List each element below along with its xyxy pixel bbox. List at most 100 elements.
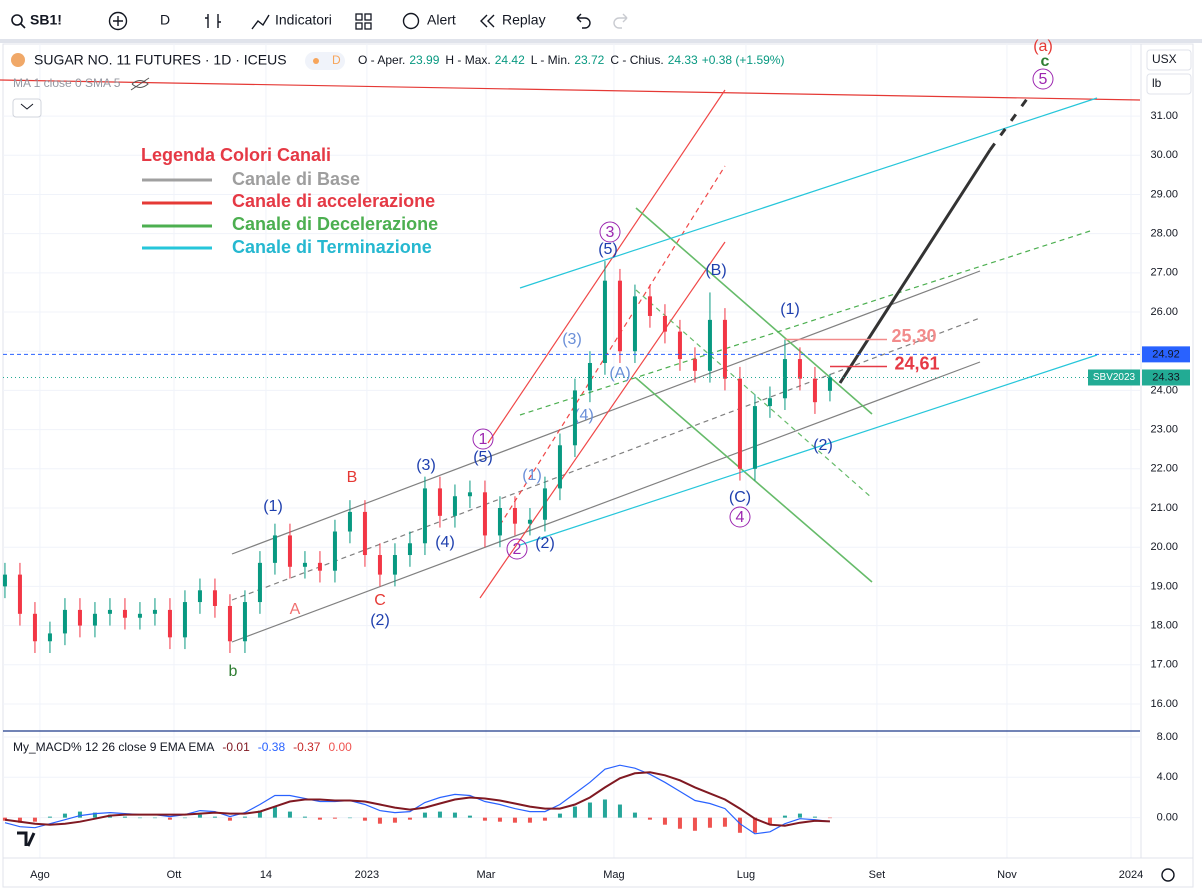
candle-body — [17, 574, 22, 614]
unit[interactable]: lb — [1152, 76, 1162, 90]
histogram-bar — [797, 813, 802, 818]
histogram-bar — [527, 817, 532, 823]
histogram-bar — [542, 817, 547, 821]
plot: 25,30 24,61 — [2, 261, 1140, 835]
wave-label: b — [229, 663, 238, 680]
acceleration-channel — [479, 241, 726, 599]
x-tick-label: Mar — [477, 869, 496, 881]
legend-item: Canale di accelerazione — [232, 191, 435, 211]
candle-body — [587, 362, 592, 391]
wave-labels: (a) c 5 3 (5) (B) (1) (3) (A) (4) 1 (5) … — [229, 38, 1054, 680]
redo[interactable] — [613, 13, 628, 29]
replay-button[interactable]: Replay — [502, 12, 546, 28]
layout-icon[interactable] — [355, 13, 372, 30]
histogram-bar — [257, 810, 262, 818]
candle-body — [677, 331, 682, 360]
currency-select[interactable] — [1146, 49, 1192, 71]
histogram-bar — [137, 817, 142, 819]
y-tick-label: 23.00 — [1150, 424, 1178, 436]
histogram-bar — [332, 817, 337, 819]
price-tag-label: 24.33 — [1152, 371, 1180, 383]
chart-type[interactable] — [205, 14, 221, 28]
wave-label: (4) — [574, 407, 594, 424]
histogram-bar — [812, 816, 817, 818]
settings-icon[interactable] — [1161, 868, 1175, 882]
histogram-bar — [62, 813, 67, 818]
ohlc-value: 23.72 — [574, 53, 604, 67]
histogram-bar — [122, 816, 127, 818]
candle-body — [467, 492, 472, 497]
candle-body — [782, 359, 787, 399]
termination-channel — [519, 354, 1098, 546]
y-tick-label: 31.00 — [1150, 110, 1178, 122]
histogram-bar — [482, 817, 487, 821]
y-tick-label: 29.00 — [1150, 188, 1178, 200]
histogram-bar — [422, 812, 427, 818]
alert-button[interactable]: Alert — [427, 12, 456, 28]
candle-body — [602, 280, 607, 363]
histogram-bar — [602, 799, 607, 818]
candle-body — [527, 519, 532, 524]
histogram-bar — [557, 813, 562, 818]
histogram-bar — [467, 815, 472, 818]
histogram-bar — [617, 804, 622, 818]
alert-icon[interactable] — [402, 12, 420, 30]
base-channel — [231, 361, 981, 643]
wave-circle — [1032, 68, 1054, 90]
histogram-bar — [647, 817, 652, 820]
histogram-bar — [572, 806, 577, 818]
ma-legend: MA 1 close 0 SMA 5 — [13, 76, 121, 90]
symbol[interactable]: SB1! — [30, 12, 62, 28]
series-header: SUGAR NO. 11 FUTURES · 1D · ICEUS D O - … — [11, 52, 784, 754]
candle-body — [362, 511, 367, 556]
histogram-bar — [167, 817, 172, 820]
ohlc-label: H - Max. — [445, 53, 490, 67]
wave-label: (4) — [435, 534, 455, 551]
unit-select[interactable] — [1146, 73, 1192, 95]
histogram-bar — [17, 817, 22, 823]
search-icon[interactable] — [11, 14, 23, 26]
hide-icon[interactable] — [130, 77, 150, 91]
histogram-bar — [302, 816, 307, 818]
indicators-button[interactable]: Indicatori — [275, 12, 332, 28]
y-tick-label: 30.00 — [1150, 149, 1178, 161]
x-tick-label: Set — [869, 869, 886, 881]
indicators-icon[interactable] — [251, 14, 270, 30]
y-tick-label: 20.00 — [1150, 541, 1178, 553]
wave-label: (5) — [473, 449, 493, 466]
wave-label: (2) — [535, 535, 555, 552]
histogram-bar — [737, 817, 742, 833]
candle-body — [497, 507, 502, 536]
histogram-bar — [2, 817, 7, 821]
histogram-bar — [227, 817, 232, 821]
add-symbol[interactable] — [108, 11, 128, 31]
candle-body — [422, 488, 427, 544]
x-tick-label: 2024 — [1119, 869, 1143, 881]
wave-circle — [472, 428, 494, 450]
wave-label: 4 — [736, 509, 745, 526]
legend-item: Canale di Terminazione — [232, 237, 432, 257]
histogram-bar — [497, 817, 502, 822]
histogram-bar — [782, 815, 787, 818]
acceleration-channel-mid — [499, 165, 726, 526]
histogram-bar — [767, 817, 772, 825]
level-label: 24,61 — [894, 353, 939, 373]
candle-body — [737, 378, 742, 469]
wave-circle — [599, 221, 621, 243]
base-channel — [231, 270, 981, 555]
candle-body — [182, 602, 187, 638]
candle-body — [2, 574, 7, 587]
interval[interactable]: D — [160, 12, 170, 28]
candle-body — [122, 609, 127, 618]
ohlc-label: C - Chius. — [610, 53, 663, 67]
wave-label: (3) — [416, 457, 436, 474]
replay-icon[interactable] — [480, 14, 495, 28]
collapse-button[interactable] — [12, 98, 42, 118]
y-tick-label: 24.00 — [1150, 384, 1178, 396]
candle-body — [647, 296, 652, 316]
ohlc-value: 23.99 — [409, 53, 439, 67]
undo[interactable] — [576, 13, 591, 29]
currency[interactable]: USX — [1152, 52, 1177, 66]
